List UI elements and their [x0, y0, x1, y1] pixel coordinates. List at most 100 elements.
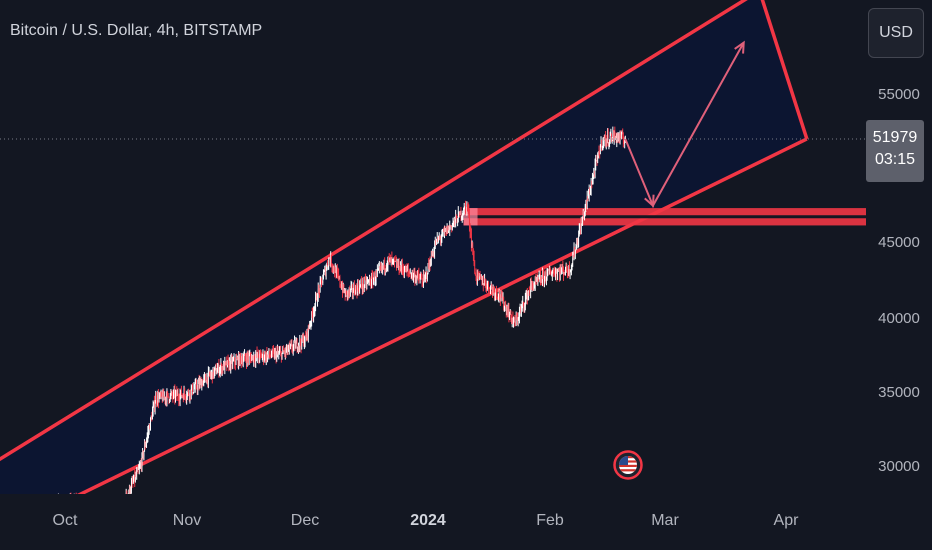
candle-body: [151, 416, 153, 420]
candle-body: [413, 273, 415, 275]
candle-body: [244, 354, 245, 356]
candle-body: [227, 360, 229, 362]
candle-body: [146, 440, 147, 444]
candle-body: [602, 142, 604, 146]
symbol-title: Bitcoin / U.S. Dollar, 4h, BITSTAMP: [10, 22, 263, 39]
candle-body: [603, 139, 604, 143]
candle-body: [248, 355, 250, 360]
candle-body: [179, 394, 181, 401]
candle-body: [482, 280, 483, 284]
candle-body: [360, 282, 362, 286]
candle-body: [380, 267, 381, 269]
price-label-45000: 45000: [878, 234, 920, 251]
candle-body: [466, 204, 468, 212]
candle-body: [388, 257, 389, 259]
price-chart[interactable]: [0, 0, 866, 494]
candle-body: [220, 364, 222, 368]
candle-body: [334, 270, 335, 273]
candle-body: [200, 380, 201, 382]
candle-body: [325, 268, 327, 275]
price-label-55000: 55000: [878, 86, 920, 103]
chart-area[interactable]: [0, 0, 866, 494]
candle-body: [246, 359, 247, 363]
candle-body: [370, 284, 372, 285]
candle-body: [133, 475, 135, 481]
candle-body: [463, 213, 464, 215]
us-flag-icon[interactable]: [613, 444, 643, 480]
candle-body: [432, 253, 433, 257]
channel-layer: [0, 0, 809, 494]
candle-body: [541, 280, 543, 283]
candle-body: [587, 196, 589, 199]
candle-body: [345, 291, 347, 298]
candle-body: [504, 307, 505, 308]
candle-body: [382, 265, 383, 269]
candle-body: [559, 268, 561, 276]
candle-body: [404, 271, 405, 274]
candle-body: [532, 283, 533, 287]
candle-body: [194, 387, 195, 389]
candle-body: [247, 354, 249, 358]
candle-body: [226, 361, 228, 367]
channel-lower-line: [76, 137, 808, 494]
candle-body: [426, 272, 428, 278]
candle-body: [252, 355, 253, 357]
candle-body: [177, 393, 179, 398]
candle-body: [320, 279, 322, 282]
candle-body: [309, 326, 310, 328]
currency-button[interactable]: USD: [868, 8, 924, 58]
candle-body: [568, 265, 570, 274]
candle-body: [260, 353, 262, 355]
candle-body: [481, 276, 482, 279]
candle-body: [527, 293, 529, 300]
candle-body: [353, 286, 355, 293]
candle-body: [547, 270, 549, 272]
candle-body: [378, 267, 380, 270]
candle-body: [359, 285, 361, 287]
channel-right-edge: [760, 0, 809, 140]
candle-body: [580, 221, 582, 232]
candle-body: [134, 475, 136, 482]
candle-body: [238, 354, 239, 366]
candle-body: [257, 352, 258, 357]
candle-body: [333, 266, 335, 271]
candle-body: [507, 308, 509, 316]
candle-body: [199, 381, 201, 387]
candle-body: [600, 140, 602, 148]
candle-body: [188, 391, 189, 395]
candle-body: [155, 396, 157, 404]
candle-body: [280, 351, 282, 353]
candle-body: [471, 233, 472, 246]
candle-body: [362, 281, 364, 289]
candle-body: [417, 273, 418, 277]
candle-body: [213, 370, 215, 376]
candle-body: [255, 356, 257, 362]
candle-body: [434, 246, 435, 253]
candle-body: [373, 274, 375, 280]
candle-body: [452, 224, 453, 229]
candle-body: [417, 273, 419, 275]
candle-body: [137, 468, 139, 470]
candle-body: [217, 364, 219, 370]
candle-body: [398, 261, 399, 267]
candle-body: [517, 318, 519, 321]
candle-body: [397, 263, 399, 267]
candle-body: [163, 392, 164, 398]
candle-body: [179, 399, 180, 401]
candle-body: [145, 443, 147, 447]
candle-body: [605, 136, 606, 145]
candle-body: [506, 310, 508, 313]
candle-body: [212, 372, 213, 379]
candle-body: [215, 367, 217, 374]
candle-body: [243, 355, 245, 360]
candle-body: [344, 291, 345, 293]
candle-body: [311, 311, 313, 314]
candle-body: [273, 350, 274, 352]
candle-body: [137, 468, 138, 472]
candle-body: [477, 272, 479, 273]
candle-body: [148, 430, 149, 432]
candle-body: [242, 359, 244, 364]
candle-body: [561, 269, 562, 273]
candle-body: [464, 206, 466, 208]
candle-body: [444, 229, 446, 231]
